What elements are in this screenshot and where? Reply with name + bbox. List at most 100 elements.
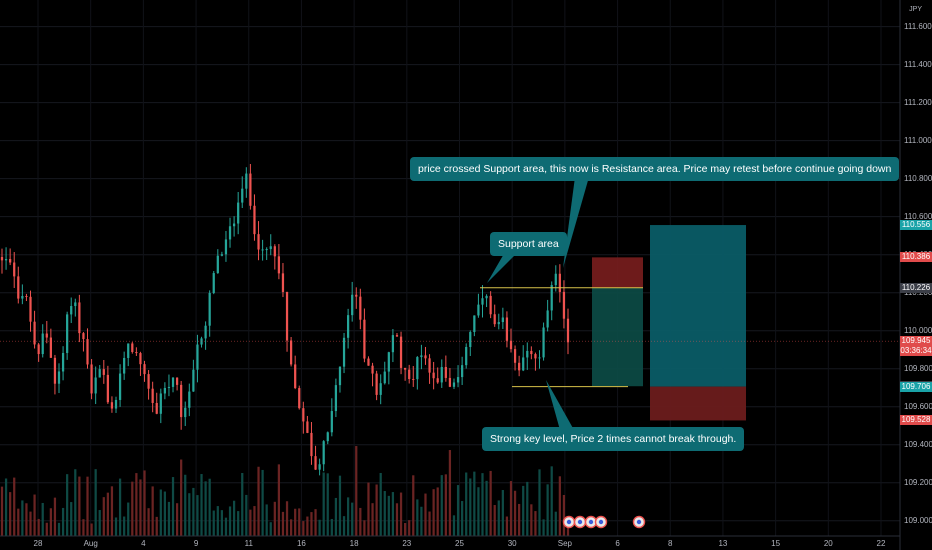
volume-bar <box>456 485 460 536</box>
volume-bar <box>489 470 492 536</box>
candle-body <box>147 374 150 389</box>
event-flag-icon <box>577 519 583 525</box>
price-label: 109.528 <box>900 415 932 426</box>
candle-body <box>245 173 248 189</box>
volume-bars <box>0 446 570 536</box>
volume-bar <box>163 491 166 536</box>
volume-bar <box>310 512 313 536</box>
price-label-value: 109.528 <box>901 415 931 425</box>
volume-bar <box>9 492 12 536</box>
candle-body <box>135 352 138 354</box>
long-target-zone[interactable] <box>650 225 746 387</box>
candle-body <box>285 291 289 341</box>
candle-body <box>143 364 146 375</box>
candle-body <box>167 386 171 388</box>
volume-bar <box>257 466 260 536</box>
volume-bar <box>326 473 329 536</box>
y-tick-label: 111.600 <box>904 21 932 31</box>
volume-bar <box>522 485 525 536</box>
volume-bar <box>314 509 317 536</box>
candle-body <box>82 333 85 340</box>
support-pointer <box>487 252 518 283</box>
y-tick-label: 109.000 <box>904 515 932 525</box>
volume-bar <box>188 493 191 536</box>
volume-bar <box>102 497 105 536</box>
candle-body <box>163 387 166 394</box>
volume-bar <box>359 507 362 536</box>
candle-body <box>21 296 24 299</box>
volume-bar <box>306 516 309 536</box>
volume-bar <box>232 500 236 536</box>
volume-bar <box>17 508 20 536</box>
volume-bar <box>155 516 158 536</box>
candle-body <box>66 314 69 353</box>
short-target-zone[interactable] <box>592 287 643 387</box>
volume-bar <box>135 473 138 536</box>
volume-bar <box>534 511 537 536</box>
volume-bar <box>228 506 232 536</box>
candle-body <box>94 377 97 394</box>
volume-bar <box>13 477 16 536</box>
candle-body <box>432 372 435 379</box>
volume-bar <box>298 508 301 536</box>
x-tick-label: 6 <box>615 539 620 548</box>
volume-bar <box>469 478 472 536</box>
support-callout[interactable]: Support area <box>490 232 567 256</box>
volume-bar <box>391 492 395 536</box>
volume-bar <box>485 480 488 536</box>
long-stop-zone[interactable] <box>650 386 746 421</box>
volume-bar <box>379 472 382 536</box>
volume-bar <box>546 484 549 536</box>
candle-body <box>379 383 382 395</box>
candle-body <box>546 310 549 328</box>
candle-body <box>298 388 301 409</box>
candle-body <box>269 246 272 250</box>
price-label: 110.386 <box>900 252 932 263</box>
volume-bar <box>86 476 89 536</box>
candle-body <box>461 365 464 378</box>
volume-bar <box>550 466 553 536</box>
volume-bar <box>196 495 199 536</box>
volume-bar <box>363 520 366 536</box>
candle-body <box>29 296 32 322</box>
y-tick-label: 109.800 <box>904 363 932 373</box>
volume-bar <box>123 516 126 536</box>
candle-body <box>424 355 427 359</box>
position-boxes[interactable] <box>592 225 746 421</box>
short-stop-zone[interactable] <box>592 257 643 288</box>
x-tick-label: 22 <box>876 539 886 548</box>
volume-bar <box>74 469 77 536</box>
candle-body <box>436 378 439 383</box>
x-tick-label: 4 <box>141 539 146 548</box>
candle-body <box>526 350 529 358</box>
candle-body <box>534 354 537 359</box>
volume-bar <box>497 500 500 536</box>
key-level-callout[interactable]: Strong key level, Price 2 times cannot b… <box>482 427 745 451</box>
volume-bar <box>53 497 57 536</box>
volume-bar <box>66 474 69 536</box>
volume-bar <box>395 503 399 536</box>
candle-body <box>33 321 36 345</box>
resistance-callout[interactable]: price crossed Support area, this now is … <box>410 157 900 181</box>
volume-bar <box>281 511 285 536</box>
volume-bar <box>49 508 52 536</box>
volume-bar <box>167 501 171 536</box>
volume-bar <box>200 474 203 536</box>
x-tick-label: 23 <box>402 539 412 548</box>
x-tick-label: 9 <box>193 539 199 548</box>
candle-body <box>224 239 228 255</box>
volume-bar <box>220 510 224 536</box>
horizontal-levels[interactable] <box>0 287 900 388</box>
candle-body <box>171 377 175 387</box>
key-level-pointer <box>546 380 574 430</box>
volume-bar <box>82 519 85 536</box>
volume-bar <box>294 508 297 536</box>
volume-bar <box>566 523 570 536</box>
candle-body <box>530 350 533 355</box>
candle-body <box>78 302 81 334</box>
candle-body <box>232 223 236 227</box>
candle-body <box>318 464 321 470</box>
event-icons[interactable] <box>562 515 646 529</box>
candle-body <box>440 366 443 383</box>
